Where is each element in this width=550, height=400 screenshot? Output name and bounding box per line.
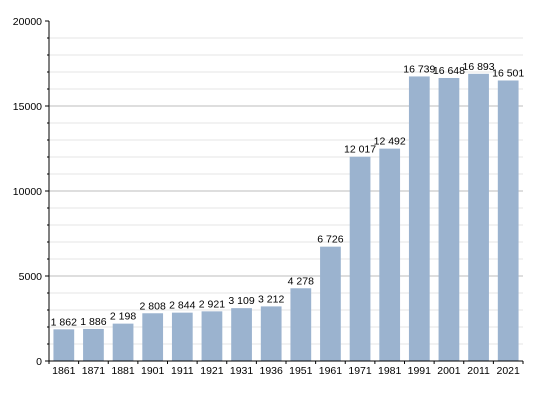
x-tick-label: 1871 [82, 365, 106, 377]
value-label-1871: 1 886 [80, 316, 106, 328]
bar-2011 [468, 73, 489, 361]
value-label-1971: 12 017 [344, 144, 376, 156]
bar-1951 [290, 288, 312, 361]
x-tick-label: 1971 [348, 365, 372, 377]
bar-2001 [438, 77, 460, 361]
bar-1861 [53, 329, 75, 361]
x-tick-label: 2021 [497, 365, 521, 377]
bar-1881 [112, 323, 134, 361]
axes [45, 20, 524, 364]
value-label-2021: 16 501 [492, 67, 524, 79]
y-tick-label: 0 [36, 356, 42, 368]
x-tick-label: 2011 [467, 365, 490, 377]
value-label-1901: 2 808 [140, 300, 166, 312]
x-tick-label: 1861 [52, 365, 76, 377]
x-tick-label: 1936 [260, 365, 284, 377]
bar-2021 [497, 80, 519, 361]
x-tick-label: 2001 [437, 365, 461, 377]
x-tick-label: 1931 [230, 365, 254, 377]
x-tick-label: 1991 [408, 365, 432, 377]
bar-1911 [171, 312, 193, 361]
value-label-1911: 2 844 [169, 300, 195, 312]
y-tick-label: 15000 [13, 101, 42, 113]
labels: 1 862 1861 1 886 1871 2 198 1881 2 808 1901 2 84… [13, 16, 525, 377]
bar-1991 [408, 76, 430, 361]
value-label-2001: 16 648 [433, 65, 465, 77]
bar-1921 [201, 311, 223, 361]
bar-1931 [231, 308, 252, 361]
value-label-1881: 2 198 [110, 311, 136, 323]
value-label-1921: 2 921 [199, 298, 225, 310]
bar-1981 [379, 148, 401, 361]
bar-1871 [83, 328, 104, 361]
value-label-1961: 6 726 [317, 234, 343, 246]
x-tick-label: 1881 [111, 365, 135, 377]
x-tick-label: 1901 [141, 365, 165, 377]
bars [53, 73, 519, 361]
y-tick-label: 20000 [13, 16, 42, 28]
bar-1901 [142, 313, 164, 361]
bar-1961 [320, 246, 341, 361]
y-tick-label: 5000 [19, 271, 43, 283]
value-label-1951: 4 278 [288, 275, 314, 287]
bar-1971 [349, 156, 371, 361]
x-tick-label: 1981 [378, 365, 402, 377]
x-tick-label: 1921 [200, 365, 224, 377]
value-label-1981: 12 492 [374, 136, 406, 148]
x-tick-label: 1961 [319, 365, 343, 377]
value-label-1931: 3 109 [228, 295, 254, 307]
y-tick-label: 10000 [13, 186, 42, 198]
bar-1936 [260, 306, 282, 361]
value-label-1991: 16 739 [403, 63, 435, 75]
x-tick-label: 1951 [289, 365, 313, 377]
value-label-1861: 1 862 [51, 316, 77, 328]
x-tick-label: 1911 [171, 365, 194, 377]
value-label-2011: 16 893 [463, 61, 495, 73]
value-label-1936: 3 212 [258, 293, 284, 305]
